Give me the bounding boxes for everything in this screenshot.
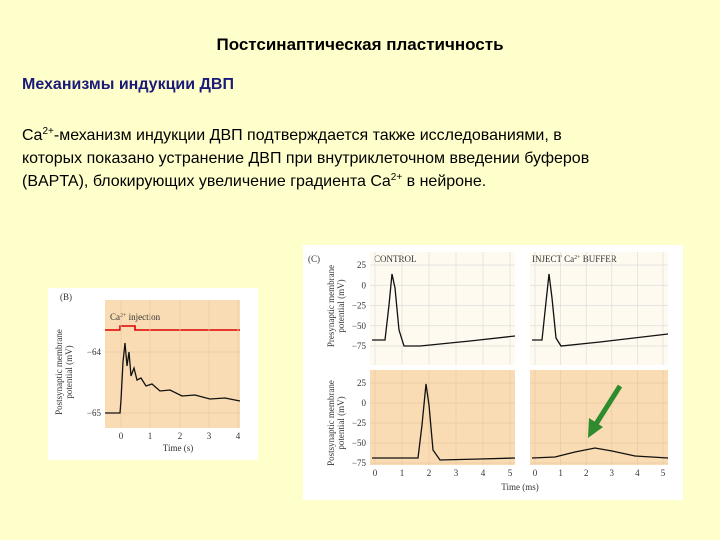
trace (372, 383, 516, 461)
arrow-shaft (593, 384, 623, 426)
text: injection (126, 312, 160, 322)
paragraph-line: Ca2+-механизм индукции ДВП подтверждаетс… (22, 126, 562, 144)
annotation: Ca2+ injection (110, 312, 161, 322)
text: Ca (110, 312, 120, 322)
y-label-line: potential (mV) (336, 279, 346, 332)
y-tick-label: −50 (352, 321, 367, 331)
y-label: Postsynaptic membrane potential (mV) (326, 380, 346, 466)
text: в нейроне. (402, 173, 486, 190)
superscript: 2+ (120, 313, 127, 319)
plot-area (105, 300, 240, 428)
x-tick-label: 2 (178, 431, 183, 441)
plot-area (370, 252, 515, 365)
x-tick-label: 3 (454, 468, 459, 478)
y-label-line: potential (mV) (64, 345, 74, 398)
x-label: Time (s) (163, 443, 193, 453)
figure-label: (C) (308, 254, 320, 264)
arrow-head (588, 418, 603, 438)
x-tick-label: 3 (610, 468, 615, 478)
y-label-line: Postsynaptic membrane (326, 380, 336, 466)
x-tick-label: 3 (207, 431, 212, 441)
x-tick-label: 1 (400, 468, 405, 478)
y-label-line: Presynaptic membrane (326, 265, 336, 347)
y-tick-label: −65 (87, 408, 102, 418)
superscript: 2+ (391, 172, 403, 183)
x-tick-label: 0 (533, 468, 538, 478)
x-tick-label: 4 (236, 431, 241, 441)
x-tick-label: 0 (373, 468, 378, 478)
x-tick-label: 1 (558, 468, 563, 478)
text: (BAPTA), блокирующих увеличение градиент… (22, 173, 391, 190)
superscript: 2+ (574, 255, 581, 261)
arrow (588, 384, 623, 438)
y-tick-label: −25 (352, 418, 367, 428)
y-label-line: Postsynaptic membrane (54, 329, 64, 415)
figure-label: (B) (60, 292, 72, 302)
y-label: Postsynaptic membrane potential (mV) (54, 329, 74, 415)
y-tick-label: 25 (357, 378, 367, 388)
text: INJECT Ca (532, 254, 574, 264)
y-tick-label: −64 (87, 347, 102, 357)
paragraph-line: (BAPTA), блокирующих увеличение градиент… (22, 172, 486, 190)
superscript: 2+ (42, 126, 54, 137)
y-tick-label: −75 (352, 341, 367, 351)
text: Ca (22, 127, 43, 144)
trace (372, 273, 516, 347)
x-tick-label: 5 (508, 468, 513, 478)
plot-area (370, 370, 515, 465)
y-tick-label: −50 (352, 438, 367, 448)
traces (105, 273, 669, 461)
text: BUFFER (580, 254, 616, 264)
panel-title: CONTROL (374, 254, 417, 264)
trace (531, 447, 669, 459)
y-label-line: potential (mV) (336, 396, 346, 449)
y-tick-label: −75 (352, 458, 367, 468)
x-tick-label: 4 (481, 468, 486, 478)
x-tick-label: 2 (427, 468, 432, 478)
y-tick-label: 0 (362, 280, 367, 290)
x-tick-label: 0 (119, 431, 124, 441)
x-tick-label: 4 (635, 468, 640, 478)
subtitle: Механизмы индукции ДВП (22, 76, 234, 93)
trace (105, 342, 241, 414)
panel-title: INJECT Ca2+ BUFFER (532, 254, 617, 264)
y-tick-label: −25 (352, 301, 367, 311)
injection-line (105, 325, 240, 331)
x-tick-label: 2 (584, 468, 589, 478)
plot-area (530, 252, 668, 365)
text: -механизм индукции ДВП подтверждается та… (54, 127, 562, 144)
trace (532, 273, 669, 347)
title: Постсинаптическая пластичность (216, 35, 503, 54)
x-tick-label: 1 (148, 431, 153, 441)
y-tick-label: 25 (357, 260, 367, 270)
y-tick-label: 0 (362, 398, 367, 408)
x-label: Time (ms) (501, 482, 538, 492)
paragraph-line: которых показано устранение ДВП при внут… (22, 150, 589, 167)
x-tick-label: 5 (661, 468, 666, 478)
y-label: Presynaptic membrane potential (mV) (326, 265, 346, 347)
